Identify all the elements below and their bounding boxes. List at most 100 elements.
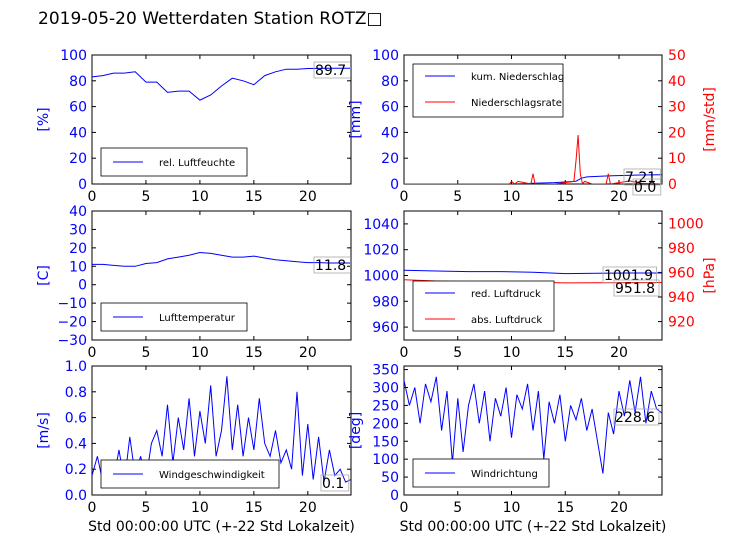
- plot-frame: [91, 54, 352, 185]
- y-tick-right-label: 1000: [668, 216, 704, 232]
- y-tick-label: 150: [372, 434, 399, 450]
- legend: Windgeschwindigkeit: [100, 459, 280, 489]
- annotation-box: [632, 178, 662, 196]
- x-tick-label: 5: [453, 500, 462, 516]
- annotation-value: 951.8: [615, 281, 655, 297]
- y-tick-label: 10: [69, 259, 87, 275]
- y-tick-label: 0.6: [65, 411, 87, 427]
- x-tick-label: 10: [503, 189, 521, 205]
- legend-label: Niederschlagsrate: [471, 98, 562, 109]
- x-axis-label: Std 00:00:00 UTC (+-22 Std Lokalzeit): [400, 519, 667, 535]
- y-tick-label: 60: [381, 100, 399, 116]
- y-axis-label: [deg]: [348, 412, 364, 449]
- y-tick-label: −30: [57, 333, 87, 349]
- x-tick-label: 20: [610, 189, 628, 205]
- y-tick-label: 0.8: [65, 385, 87, 401]
- y-tick-label: 0: [78, 278, 87, 294]
- y-tick-label: −20: [57, 315, 87, 331]
- y-tick-label: 100: [372, 452, 399, 468]
- y-tick-label: 80: [69, 74, 87, 90]
- legend: red. Luftdruck abs. Luftdruck: [412, 280, 555, 332]
- y-tick-label: 100: [372, 48, 399, 64]
- x-tick-label: 10: [503, 345, 521, 361]
- legend: Lufttemperatur: [100, 302, 248, 332]
- legend-label: abs. Luftdruck: [471, 315, 542, 326]
- y-tick-label: 0.0: [65, 488, 87, 504]
- y-tick-label: 350: [372, 363, 399, 379]
- x-tick-label: 10: [191, 189, 209, 205]
- x-tick-label: 0: [400, 189, 409, 205]
- legend-label: Windgeschwindigkeit: [159, 470, 265, 481]
- plot-frame: [91, 210, 352, 341]
- x-tick-label: 0: [88, 345, 97, 361]
- y-axis-label: [m/s]: [36, 412, 52, 449]
- chart-panel-middle-left: 0 5 10 15 20 −30 −20 −10 0 10 20 30 40 [C] Lufttempera…: [36, 204, 352, 361]
- chart-panel-bottom-left: 0 5 10 15 20 0.0 0.2 0.4 0.6 0.8 1.0 [m/s] Std 00:00…: [36, 359, 355, 535]
- annotation-box: [623, 168, 661, 186]
- y-tick-label: 50: [381, 470, 399, 486]
- y-tick-label: 0: [390, 177, 399, 193]
- plot-frame: [403, 365, 663, 496]
- annotation-box: [313, 256, 351, 274]
- annotation-box: [613, 279, 660, 297]
- y-tick-label: 40: [381, 125, 399, 141]
- series-line: [404, 174, 662, 184]
- legend-box: [412, 458, 550, 488]
- x-axis-label: Std 00:00:00 UTC (+-22 Std Lokalzeit): [88, 519, 355, 535]
- y-axis-label: [C]: [36, 265, 52, 286]
- x-tick-label: 5: [141, 189, 150, 205]
- annotation-value: 0.1: [322, 476, 344, 492]
- series-line: [404, 134, 662, 184]
- y-tick-label: 960: [372, 320, 399, 336]
- x-tick-label: 20: [299, 345, 317, 361]
- y-tick-right-label: 940: [668, 290, 695, 306]
- y-tick-right-label: 20: [668, 125, 686, 141]
- series-line: [92, 67, 351, 101]
- annotation-box: [320, 474, 350, 492]
- x-tick-label: 10: [191, 500, 209, 516]
- x-tick-label: 0: [88, 189, 97, 205]
- chart-panel-middle-right: 0 5 10 15 20 960 980 1000 1020 1040 920 940 960 980 10…: [363, 210, 718, 361]
- y-tick-label: 60: [69, 100, 87, 116]
- legend-box: [412, 63, 564, 118]
- y-tick-label: 1000: [363, 269, 399, 285]
- y-tick-label: 30: [69, 222, 87, 238]
- y-tick-label: 980: [372, 294, 399, 310]
- annotation-value: 11.8: [315, 258, 346, 274]
- page-title: 2019-05-20 Wetterdaten Station ROTZ□: [38, 9, 383, 29]
- y-axis-label: [mm]: [348, 100, 364, 138]
- x-tick-label: 5: [141, 345, 150, 361]
- series-line: [404, 269, 662, 275]
- x-tick-label: 15: [245, 500, 263, 516]
- series-line: [404, 376, 662, 474]
- y-tick-label: 300: [372, 381, 399, 397]
- annotation-value: 228.6: [615, 410, 655, 426]
- x-tick-label: 10: [191, 345, 209, 361]
- x-tick-label: 15: [556, 189, 574, 205]
- y-tick-label: 0.4: [65, 436, 87, 452]
- y-tick-label: 40: [69, 204, 87, 220]
- y-tick-label: 250: [372, 398, 399, 414]
- annotation-value: 0.0: [634, 180, 656, 196]
- x-tick-label: 10: [503, 500, 521, 516]
- x-tick-label: 0: [400, 345, 409, 361]
- chart-panel-top-left: 0 5 10 15 20 0 20 40 60 80 100 [%] rel. Luftfeuchte 8…: [36, 48, 352, 205]
- x-tick-label: 15: [556, 345, 574, 361]
- plot-frame: [403, 54, 663, 185]
- x-tick-label: 15: [245, 345, 263, 361]
- x-tick-label: 0: [400, 500, 409, 516]
- y-tick-label: 0: [78, 177, 87, 193]
- y-tick-label: 20: [381, 151, 399, 167]
- plot-frame: [91, 365, 352, 496]
- x-tick-label: 0: [88, 500, 97, 516]
- x-tick-label: 20: [610, 500, 628, 516]
- y-tick-label: −10: [57, 296, 87, 312]
- y-tick-right-label: 40: [668, 74, 686, 90]
- y-tick-label: 20: [69, 241, 87, 257]
- legend: kum. Niederschlag Niederschlagsrate: [412, 63, 564, 118]
- y-tick-label: 100: [60, 48, 87, 64]
- legend: rel. Luftfeuchte: [100, 147, 248, 177]
- y-tick-label: 0: [390, 488, 399, 504]
- legend-label: kum. Niederschlag: [471, 72, 564, 83]
